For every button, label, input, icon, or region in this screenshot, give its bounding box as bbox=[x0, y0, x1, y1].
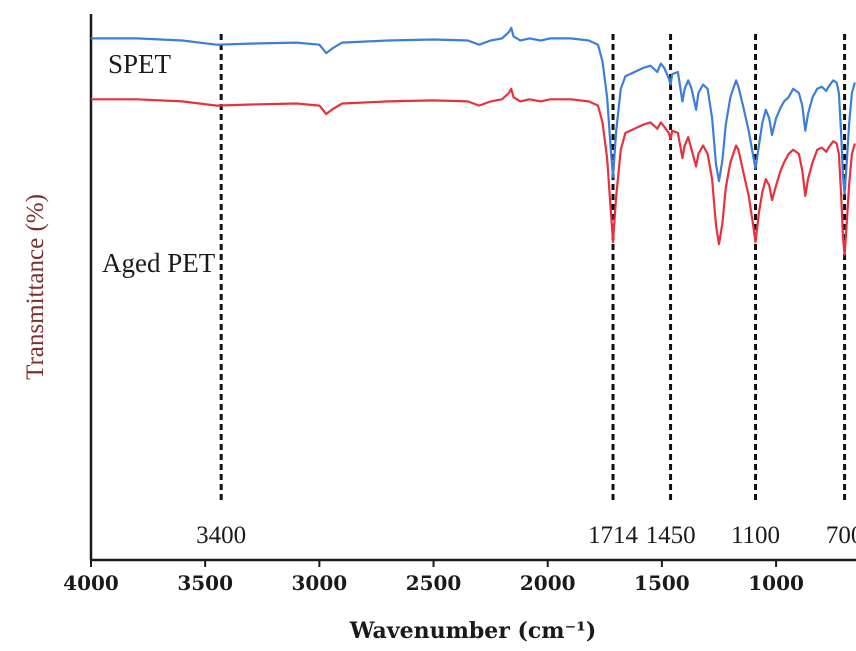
marker-label-1714: 1714 bbox=[588, 522, 639, 549]
y-axis-label: Transmittance (%) bbox=[22, 194, 49, 380]
x-ticks: 4000 3500 3000 2500 2000 1500 1000 bbox=[63, 560, 804, 595]
x-tick-label-1000: 1000 bbox=[748, 571, 804, 595]
marker-label-3400: 3400 bbox=[196, 522, 246, 549]
marker-lines bbox=[219, 34, 847, 502]
plot-area: SPET Aged PET 3400 1714 1450 1100 700 4000 350… bbox=[63, 14, 856, 595]
marker-label-1100: 1100 bbox=[731, 522, 780, 549]
series-lines bbox=[91, 26, 856, 256]
marker-labels: 3400 1714 1450 1100 700 bbox=[196, 522, 856, 549]
x-tick-label-4000: 4000 bbox=[63, 571, 119, 595]
x-tick-label-1500: 1500 bbox=[634, 571, 690, 595]
series-labels: SPET Aged PET bbox=[102, 49, 216, 278]
x-tick-label-3000: 3000 bbox=[292, 571, 348, 595]
series-label-spet: SPET bbox=[108, 49, 172, 79]
x-tick-label-2000: 2000 bbox=[520, 571, 576, 595]
marker-label-700: 700 bbox=[826, 522, 856, 549]
series-line-spet bbox=[91, 26, 856, 195]
series-line-aged-pet bbox=[91, 87, 856, 256]
marker-label-1450: 1450 bbox=[646, 522, 696, 549]
series-label-aged-pet: Aged PET bbox=[102, 248, 216, 278]
x-tick-label-2500: 2500 bbox=[406, 571, 462, 595]
x-tick-label-3500: 3500 bbox=[177, 571, 233, 595]
x-axis-label: Wavenumber (cm⁻¹) bbox=[349, 618, 596, 644]
